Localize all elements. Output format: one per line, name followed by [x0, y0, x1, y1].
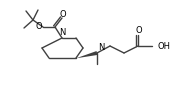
- Text: OH: OH: [157, 41, 170, 50]
- Text: O: O: [60, 10, 66, 19]
- Text: N: N: [59, 28, 65, 37]
- Text: N: N: [98, 42, 104, 51]
- Text: O: O: [35, 22, 42, 31]
- Text: O: O: [136, 26, 142, 35]
- Polygon shape: [76, 51, 98, 58]
